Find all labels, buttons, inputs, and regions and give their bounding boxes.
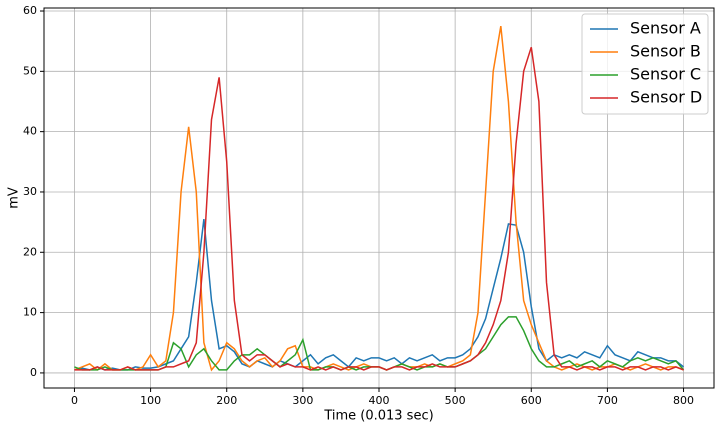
x-tick-label: 300 xyxy=(292,394,313,407)
y-tick-label: 10 xyxy=(23,306,37,319)
x-tick-label: 600 xyxy=(521,394,542,407)
legend-label: Sensor B xyxy=(630,42,701,61)
legend-label: Sensor C xyxy=(630,65,701,84)
legend-box xyxy=(581,13,709,115)
x-tick-label: 800 xyxy=(673,394,694,407)
series-line xyxy=(74,46,684,371)
y-axis-label: mV xyxy=(7,187,22,209)
x-tick-label: 400 xyxy=(369,394,390,407)
y-tick-label: 50 xyxy=(23,64,37,77)
x-tick-label: 0 xyxy=(71,394,78,407)
y-tick-label: 20 xyxy=(23,245,37,258)
x-tick-label: 200 xyxy=(216,394,237,407)
x-tick-label: 700 xyxy=(597,394,618,407)
series-line xyxy=(74,219,685,371)
y-tick-label: 40 xyxy=(23,125,37,138)
y-tick-label: 60 xyxy=(23,4,37,17)
x-tick-label: 100 xyxy=(140,394,161,407)
y-tick-label: 0 xyxy=(30,366,37,379)
legend-label: Sensor A xyxy=(630,19,701,38)
y-tick-label: 30 xyxy=(23,185,37,198)
x-axis-label: Time (0.013 sec) xyxy=(323,409,433,424)
plot-frame xyxy=(43,7,715,389)
x-tick-label: 500 xyxy=(445,394,466,407)
legend-label: Sensor D xyxy=(630,88,702,107)
